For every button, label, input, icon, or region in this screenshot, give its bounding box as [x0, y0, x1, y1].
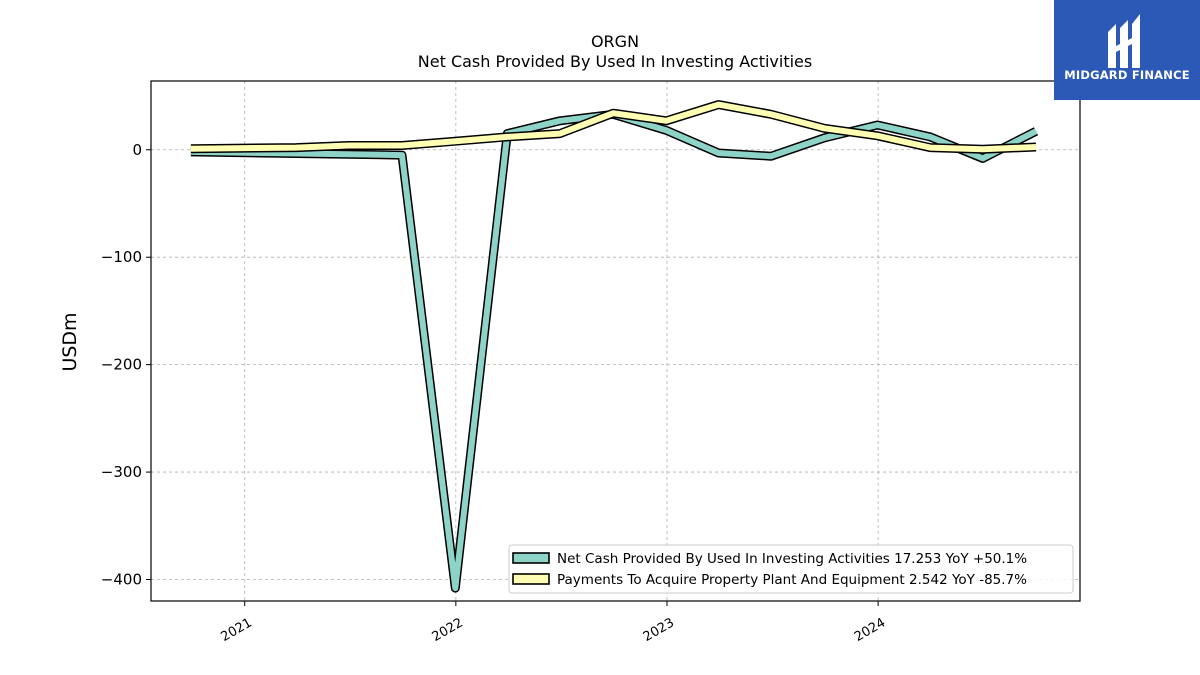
- y-tick-label: −400: [101, 571, 142, 589]
- x-tick-label: 2021: [219, 615, 255, 645]
- x-axis: 2021 2022 2023 2024: [219, 601, 888, 645]
- x-tick-label: 2023: [641, 615, 677, 645]
- y-axis-label: USDm: [59, 312, 81, 371]
- grid: [151, 81, 1080, 601]
- series-line: [190, 111, 1038, 592]
- series-2: [190, 100, 1037, 154]
- brand-mark-icon: [1108, 14, 1140, 68]
- series-line: [190, 101, 1037, 153]
- y-tick-label: −300: [101, 463, 142, 481]
- y-tick-label: −200: [101, 356, 142, 374]
- chart-subtitle: Net Cash Provided By Used In Investing A…: [418, 52, 812, 71]
- chart-title: ORGN: [591, 32, 639, 51]
- y-tick-label: 0: [132, 141, 142, 159]
- plot-frame: [150, 80, 1081, 602]
- legend-box: [508, 544, 1074, 594]
- legend-swatch: [512, 573, 550, 585]
- series-1: [190, 109, 1039, 593]
- series-layer: [190, 100, 1039, 593]
- y-tick-label: −100: [101, 248, 142, 266]
- brand-name: MIDGARD FINANCE: [1064, 68, 1190, 82]
- legend-entry: Payments To Acquire Property Plant And E…: [557, 572, 1027, 588]
- y-axis: 0 −100 −200 −300 −400: [101, 141, 151, 589]
- legend-entry: Net Cash Provided By Used In Investing A…: [557, 551, 1027, 567]
- x-tick-label: 2024: [852, 615, 888, 645]
- series-outline: [190, 109, 1039, 593]
- brand-logo: MIDGARD FINANCE: [1054, 0, 1200, 100]
- legend: Net Cash Provided By Used In Investing A…: [508, 544, 1074, 594]
- legend-swatch: [512, 552, 550, 564]
- x-tick-label: 2022: [430, 615, 466, 645]
